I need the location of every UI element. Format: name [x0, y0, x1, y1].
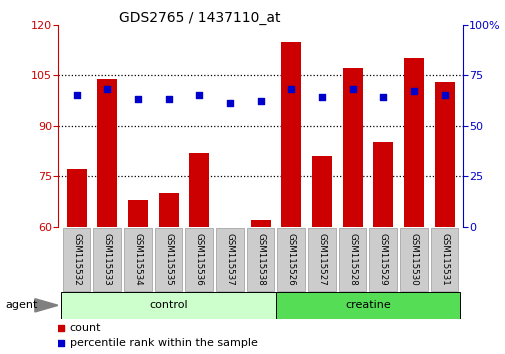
- Point: [195, 92, 203, 98]
- FancyBboxPatch shape: [246, 228, 274, 291]
- Point: [256, 99, 264, 104]
- Text: GSM115538: GSM115538: [256, 233, 265, 286]
- Point: [134, 97, 142, 102]
- Text: GSM115537: GSM115537: [225, 233, 234, 286]
- Text: count: count: [69, 322, 101, 332]
- Point: [409, 88, 417, 94]
- FancyBboxPatch shape: [308, 228, 335, 291]
- Bar: [189, 153, 209, 227]
- Text: GSM115532: GSM115532: [72, 233, 81, 286]
- FancyBboxPatch shape: [124, 228, 152, 291]
- Bar: [312, 156, 331, 227]
- Bar: [434, 82, 453, 227]
- FancyBboxPatch shape: [61, 292, 275, 319]
- Point: [440, 92, 448, 98]
- Text: GSM115535: GSM115535: [164, 233, 173, 286]
- Text: percentile rank within the sample: percentile rank within the sample: [69, 338, 257, 348]
- Text: creatine: creatine: [344, 300, 390, 310]
- Point: [164, 97, 172, 102]
- Bar: [97, 79, 117, 227]
- Text: control: control: [149, 300, 187, 310]
- Point: [57, 341, 65, 346]
- Bar: [250, 220, 270, 227]
- FancyBboxPatch shape: [155, 228, 182, 291]
- FancyBboxPatch shape: [338, 228, 366, 291]
- Point: [348, 86, 356, 92]
- Text: GDS2765 / 1437110_at: GDS2765 / 1437110_at: [119, 11, 280, 25]
- Point: [72, 92, 80, 98]
- FancyBboxPatch shape: [430, 228, 458, 291]
- Text: GSM115534: GSM115534: [133, 233, 142, 286]
- Bar: [342, 69, 362, 227]
- Point: [287, 86, 295, 92]
- Bar: [403, 58, 423, 227]
- Point: [225, 101, 233, 106]
- Text: GSM115533: GSM115533: [103, 233, 112, 286]
- Text: GSM115530: GSM115530: [409, 233, 418, 286]
- Text: agent: agent: [5, 300, 37, 310]
- FancyBboxPatch shape: [63, 228, 90, 291]
- Bar: [67, 170, 86, 227]
- Point: [57, 325, 65, 330]
- FancyBboxPatch shape: [216, 228, 243, 291]
- Point: [378, 95, 386, 100]
- Text: GSM115529: GSM115529: [378, 233, 387, 286]
- FancyBboxPatch shape: [277, 228, 305, 291]
- Text: GSM115527: GSM115527: [317, 233, 326, 286]
- FancyBboxPatch shape: [185, 228, 213, 291]
- Polygon shape: [35, 299, 58, 312]
- Point: [103, 86, 111, 92]
- Bar: [158, 193, 178, 227]
- Text: GSM115526: GSM115526: [286, 233, 295, 286]
- FancyBboxPatch shape: [369, 228, 396, 291]
- Text: GSM115536: GSM115536: [194, 233, 204, 286]
- FancyBboxPatch shape: [399, 228, 427, 291]
- Bar: [281, 41, 300, 227]
- Bar: [373, 142, 392, 227]
- FancyBboxPatch shape: [275, 292, 459, 319]
- Bar: [128, 200, 147, 227]
- Text: GSM115528: GSM115528: [347, 233, 357, 286]
- FancyBboxPatch shape: [93, 228, 121, 291]
- Point: [317, 95, 325, 100]
- Text: GSM115531: GSM115531: [439, 233, 448, 286]
